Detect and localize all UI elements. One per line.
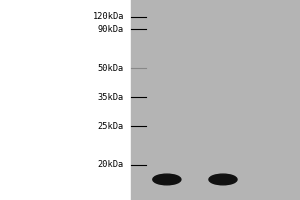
Bar bbox=[131, 0, 300, 200]
Text: 90kDa: 90kDa bbox=[98, 25, 124, 34]
Text: 120kDa: 120kDa bbox=[92, 12, 124, 21]
Text: 35kDa: 35kDa bbox=[98, 93, 124, 102]
Ellipse shape bbox=[209, 174, 237, 185]
Ellipse shape bbox=[153, 174, 181, 185]
Text: 20kDa: 20kDa bbox=[98, 160, 124, 169]
Text: 50kDa: 50kDa bbox=[98, 64, 124, 73]
Text: 25kDa: 25kDa bbox=[98, 122, 124, 131]
